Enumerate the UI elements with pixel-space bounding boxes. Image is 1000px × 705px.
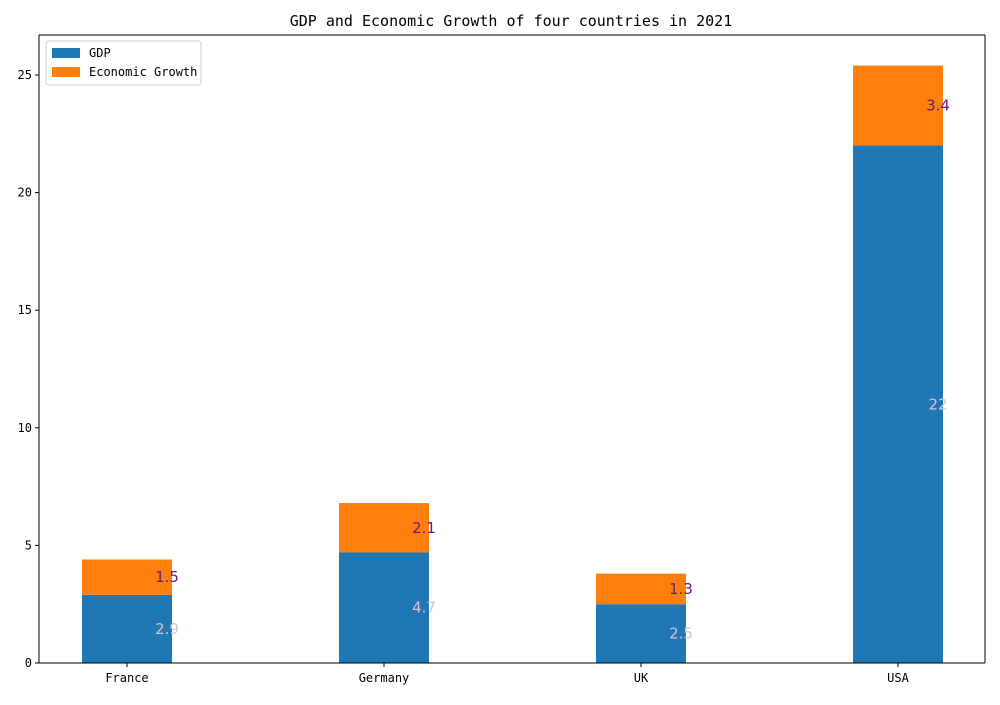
- legend-swatch-gdp: [52, 48, 80, 58]
- bar-economic-growth-france: [82, 559, 172, 595]
- legend-box: [45, 40, 202, 86]
- data-label: 2.5: [669, 625, 693, 643]
- bar-economic-growth-uk: [596, 573, 686, 605]
- data-label: 22: [928, 395, 947, 413]
- data-label: 1.5: [155, 568, 179, 586]
- bar-gdp-france: [82, 594, 172, 663]
- chart-title: GDP and Economic Growth of four countrie…: [290, 12, 733, 30]
- x-tick-label: Germany: [359, 671, 410, 685]
- y-tick-label: 5: [25, 538, 32, 552]
- legend: GDP Economic Growth: [45, 40, 202, 86]
- bar-economic-growth-germany: [339, 503, 429, 553]
- legend-label: GDP: [89, 46, 111, 60]
- y-tick-label: 25: [18, 68, 32, 82]
- bar-gdp-germany: [339, 552, 429, 663]
- bar-gdp-uk: [596, 604, 686, 663]
- y-tick-label: 20: [18, 186, 32, 200]
- bar-economic-growth-usa: [853, 65, 943, 146]
- legend-label: Economic Growth: [89, 65, 197, 79]
- data-label: 1.3: [669, 580, 693, 598]
- data-label: 2.1: [412, 519, 436, 537]
- data-label: 4.7: [412, 599, 436, 617]
- y-tick-label: 15: [18, 303, 32, 317]
- legend-swatch-economic-growth: [52, 67, 80, 77]
- y-tick-label: 0: [25, 656, 32, 670]
- y-tick-label: 10: [18, 421, 32, 435]
- x-tick-label: France: [105, 671, 148, 685]
- plot-area: 2.9 1.5 4.7 2.1 2.5 1.3 22 3.4 0 5 10 15 20 25 France G…: [18, 34, 986, 685]
- data-label: 2.9: [155, 620, 179, 638]
- x-tick-label: USA: [887, 671, 909, 685]
- data-label: 3.4: [926, 97, 950, 115]
- x-tick-label: UK: [634, 671, 649, 685]
- bar-gdp-usa: [853, 145, 943, 663]
